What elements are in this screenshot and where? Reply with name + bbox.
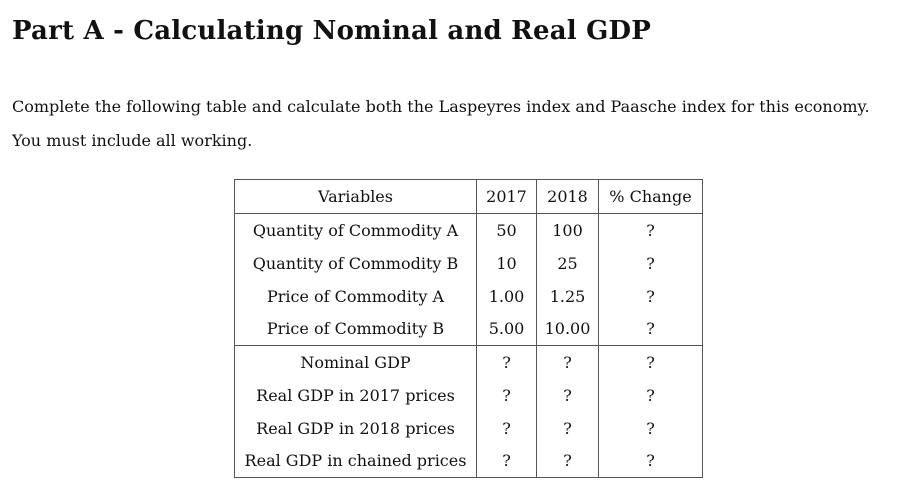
table-row: Quantity of Commodity A 50 100 ?: [234, 213, 703, 247]
cell-2017: 50: [476, 213, 537, 247]
cell-2018: ?: [536, 378, 599, 412]
row-label: Real GDP in 2018 prices: [234, 411, 477, 445]
header-2018: 2018: [536, 179, 599, 214]
header-2017: 2017: [476, 179, 537, 214]
page-title: Part A - Calculating Nominal and Real GD…: [12, 16, 652, 46]
cell-2018: 1.25: [536, 279, 599, 313]
working-note: You must include all working.: [12, 131, 253, 150]
row-label: Quantity of Commodity B: [234, 246, 477, 280]
row-label: Nominal GDP: [234, 345, 477, 379]
cell-change: ?: [598, 213, 703, 247]
table-row: Price of Commodity A 1.00 1.25 ?: [234, 279, 703, 313]
row-label: Quantity of Commodity A: [234, 213, 477, 247]
table-row: Real GDP in chained prices ? ? ?: [234, 444, 703, 478]
cell-2018: 10.00: [536, 312, 599, 346]
table-row: Nominal GDP ? ? ?: [234, 345, 703, 379]
table-row: Real GDP in 2018 prices ? ? ?: [234, 411, 703, 445]
table-header-row: Variables 2017 2018 % Change: [234, 179, 703, 214]
cell-change: ?: [598, 279, 703, 313]
cell-change: ?: [598, 312, 703, 346]
cell-2017: ?: [476, 345, 537, 379]
header-variables: Variables: [234, 179, 477, 214]
cell-2017: 10: [476, 246, 537, 280]
cell-change: ?: [598, 378, 703, 412]
instruction-text: Complete the following table and calcula…: [12, 97, 870, 116]
cell-2017: 1.00: [476, 279, 537, 313]
cell-2018: 25: [536, 246, 599, 280]
cell-2018: ?: [536, 411, 599, 445]
cell-change: ?: [598, 444, 703, 478]
table-row: Real GDP in 2017 prices ? ? ?: [234, 378, 703, 412]
cell-2017: ?: [476, 411, 537, 445]
cell-change: ?: [598, 411, 703, 445]
cell-2017: ?: [476, 444, 537, 478]
cell-change: ?: [598, 246, 703, 280]
cell-change: ?: [598, 345, 703, 379]
table-row: Quantity of Commodity B 10 25 ?: [234, 246, 703, 280]
cell-2018: ?: [536, 444, 599, 478]
row-label: Price of Commodity A: [234, 279, 477, 313]
cell-2017: ?: [476, 378, 537, 412]
row-label: Real GDP in chained prices: [234, 444, 477, 478]
cell-2018: ?: [536, 345, 599, 379]
cell-2018: 100: [536, 213, 599, 247]
cell-2017: 5.00: [476, 312, 537, 346]
header-percent-change: % Change: [598, 179, 703, 214]
table-row: Price of Commodity B 5.00 10.00 ?: [234, 312, 703, 346]
row-label: Real GDP in 2017 prices: [234, 378, 477, 412]
gdp-table: Variables 2017 2018 % Change Quantity of…: [234, 179, 703, 478]
row-label: Price of Commodity B: [234, 312, 477, 346]
